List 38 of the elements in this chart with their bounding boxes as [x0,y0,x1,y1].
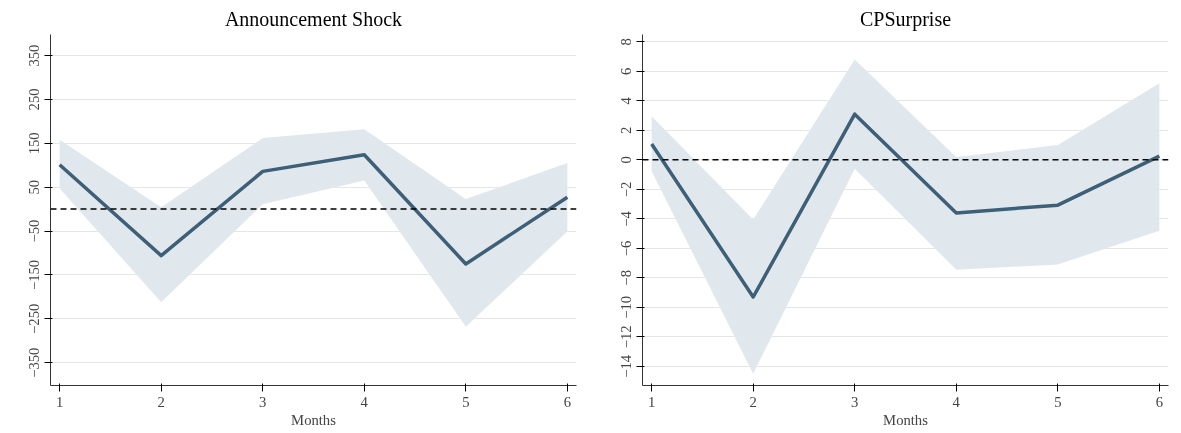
y-tick-label: 8 [618,38,635,46]
y-tick-label: −150 [26,259,43,291]
y-tick-label: 50 [26,179,43,195]
x-tick-label: 4 [952,393,961,410]
x-tick-label: 4 [360,393,369,410]
x-axis-title: Months [291,411,337,428]
y-tick-label: 4 [618,96,635,105]
x-tick-label: 5 [462,393,470,410]
x-tick-label: 6 [563,393,572,410]
x-tick-label: 2 [749,393,757,410]
y-tick-label: −2 [618,181,635,198]
y-tick-label: 350 [26,44,43,67]
y-tick-label: −12 [618,325,635,349]
chart-title: CPSurprise [859,7,952,31]
x-tick-label: 2 [157,393,165,410]
y-tick-label: −350 [26,347,43,378]
y-tick-label: −6 [618,240,635,257]
x-tick-label: 1 [55,393,64,410]
x-tick-label: 6 [1155,393,1164,410]
y-tick-label: 6 [618,67,635,76]
y-tick-label: 150 [26,132,43,155]
y-tick-label: 250 [26,88,43,111]
x-tick-label: 3 [851,393,859,410]
y-tick-label: −4 [618,210,635,227]
line-series [57,152,570,266]
x-axis-title: Months [883,411,929,428]
y-tick-label: −50 [26,219,43,243]
y-tick-label: −250 [26,303,43,334]
y-tick-label: −14 [618,354,635,378]
y-tick-label: 2 [618,126,635,135]
y-tick-label: 0 [618,156,635,164]
y-tick-label: −10 [618,295,635,319]
x-tick-label: 3 [259,393,267,410]
y-tick-label: −8 [618,270,635,286]
x-tick-label: 1 [647,393,656,410]
line-series [649,112,1162,299]
chart-title: Announcement Shock [224,7,403,30]
x-tick-label: 5 [1054,393,1062,410]
